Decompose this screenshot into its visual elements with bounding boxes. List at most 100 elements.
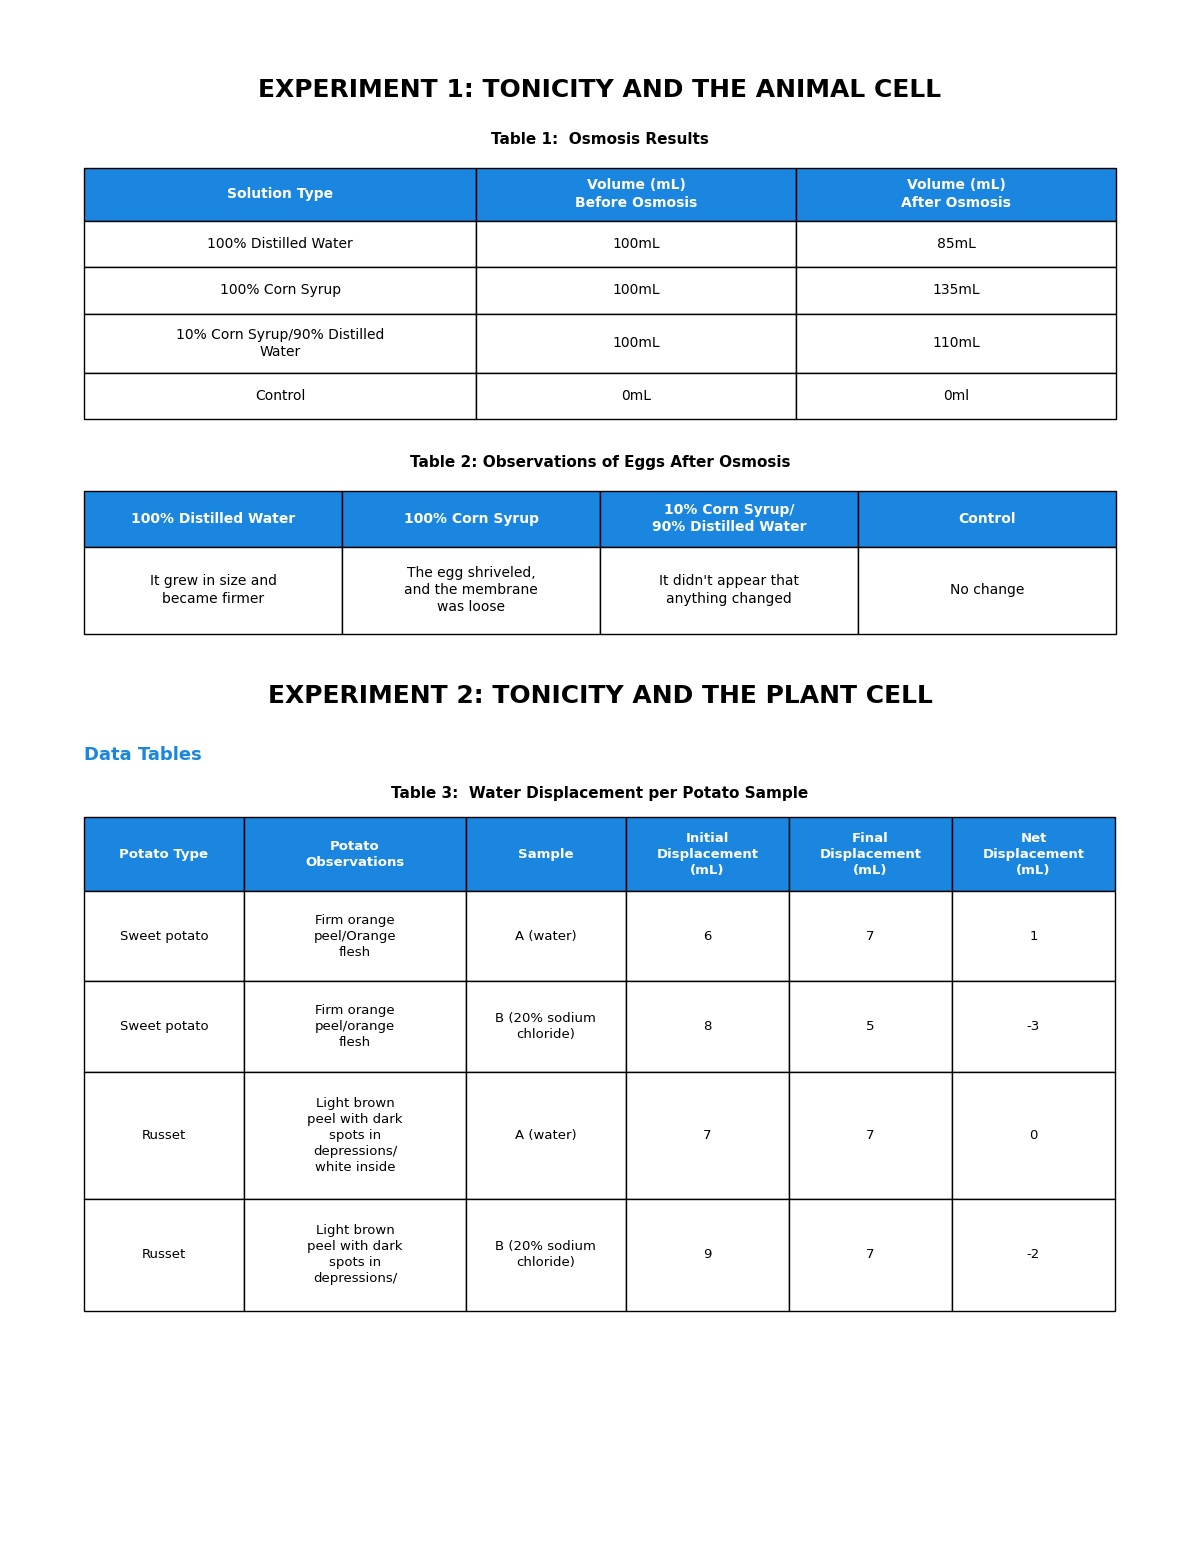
Bar — [84, 267, 476, 314]
Text: Russet: Russet — [142, 1129, 186, 1141]
Bar — [858, 547, 1116, 634]
Text: 100mL: 100mL — [612, 335, 660, 351]
Text: Volume (mL)
After Osmosis: Volume (mL) After Osmosis — [901, 179, 1010, 210]
Bar — [466, 1072, 626, 1199]
Bar — [858, 491, 1116, 547]
Bar — [342, 491, 600, 547]
Bar — [84, 547, 342, 634]
Bar — [244, 1199, 466, 1311]
Bar — [84, 1072, 244, 1199]
Bar — [600, 491, 858, 547]
Text: 5: 5 — [866, 1020, 875, 1033]
Text: Firm orange
peel/orange
flesh: Firm orange peel/orange flesh — [314, 1005, 395, 1048]
Bar — [466, 891, 626, 981]
Text: Sweet potato: Sweet potato — [120, 930, 209, 943]
Bar — [626, 817, 788, 891]
Bar — [244, 891, 466, 981]
Text: 9: 9 — [703, 1249, 712, 1261]
Bar — [476, 314, 796, 373]
Bar — [244, 1072, 466, 1199]
Bar — [952, 1072, 1115, 1199]
Text: It grew in size and
became firmer: It grew in size and became firmer — [150, 575, 276, 606]
Text: 135mL: 135mL — [932, 283, 980, 298]
Text: Light brown
peel with dark
spots in
depressions/: Light brown peel with dark spots in depr… — [307, 1224, 403, 1286]
Text: 85mL: 85mL — [937, 236, 976, 252]
Bar — [796, 168, 1116, 221]
Text: -2: -2 — [1027, 1249, 1040, 1261]
Text: 7: 7 — [866, 930, 875, 943]
Text: B (20% sodium
chloride): B (20% sodium chloride) — [496, 1241, 596, 1269]
Bar — [84, 314, 476, 373]
Text: 100mL: 100mL — [612, 236, 660, 252]
Bar — [626, 891, 788, 981]
Bar — [342, 547, 600, 634]
Bar — [244, 981, 466, 1072]
Bar — [952, 1199, 1115, 1311]
Bar — [796, 267, 1116, 314]
Text: 8: 8 — [703, 1020, 712, 1033]
Text: 100% Corn Syrup: 100% Corn Syrup — [220, 283, 341, 298]
Text: It didn't appear that
anything changed: It didn't appear that anything changed — [659, 575, 799, 606]
Bar — [244, 817, 466, 891]
Bar — [626, 981, 788, 1072]
Text: Table 1:  Osmosis Results: Table 1: Osmosis Results — [491, 132, 709, 148]
Bar — [626, 1072, 788, 1199]
Bar — [788, 891, 952, 981]
Bar — [952, 981, 1115, 1072]
Bar — [788, 1199, 952, 1311]
Bar — [796, 373, 1116, 419]
Text: 0: 0 — [1030, 1129, 1038, 1141]
Text: Russet: Russet — [142, 1249, 186, 1261]
Bar — [626, 1199, 788, 1311]
Text: Final
Displacement
(mL): Final Displacement (mL) — [820, 832, 922, 876]
Text: A (water): A (water) — [515, 1129, 577, 1141]
Text: 0mL: 0mL — [622, 388, 652, 404]
Bar — [476, 168, 796, 221]
Text: Data Tables: Data Tables — [84, 745, 202, 764]
Text: Sample: Sample — [518, 848, 574, 860]
Text: No change: No change — [950, 582, 1024, 598]
Bar — [788, 981, 952, 1072]
Text: 1: 1 — [1030, 930, 1038, 943]
Text: Sweet potato: Sweet potato — [120, 1020, 209, 1033]
Bar — [84, 491, 342, 547]
Bar — [788, 1072, 952, 1199]
Text: -3: -3 — [1027, 1020, 1040, 1033]
Text: The egg shriveled,
and the membrane
was loose: The egg shriveled, and the membrane was … — [404, 565, 538, 615]
Bar — [796, 314, 1116, 373]
Text: Light brown
peel with dark
spots in
depressions/
white inside: Light brown peel with dark spots in depr… — [307, 1096, 403, 1174]
Text: 110mL: 110mL — [932, 335, 980, 351]
Text: Net
Displacement
(mL): Net Displacement (mL) — [983, 832, 1085, 876]
Text: 7: 7 — [703, 1129, 712, 1141]
Text: 10% Corn Syrup/90% Distilled
Water: 10% Corn Syrup/90% Distilled Water — [176, 328, 384, 359]
Bar — [84, 1199, 244, 1311]
Bar — [476, 221, 796, 267]
Bar — [796, 221, 1116, 267]
Bar — [466, 1199, 626, 1311]
Bar — [788, 817, 952, 891]
Bar — [466, 981, 626, 1072]
Text: A (water): A (water) — [515, 930, 577, 943]
Text: Volume (mL)
Before Osmosis: Volume (mL) Before Osmosis — [575, 179, 697, 210]
Bar — [476, 373, 796, 419]
Bar — [84, 168, 476, 221]
Bar — [84, 817, 244, 891]
Bar — [466, 817, 626, 891]
Text: Solution Type: Solution Type — [227, 186, 334, 202]
Bar — [84, 373, 476, 419]
Text: EXPERIMENT 1: TONICITY AND THE ANIMAL CELL: EXPERIMENT 1: TONICITY AND THE ANIMAL CE… — [258, 78, 942, 102]
Text: 7: 7 — [866, 1129, 875, 1141]
Bar — [600, 547, 858, 634]
Text: Table 3:  Water Displacement per Potato Sample: Table 3: Water Displacement per Potato S… — [391, 786, 809, 801]
Text: Firm orange
peel/Orange
flesh: Firm orange peel/Orange flesh — [313, 915, 396, 958]
Bar — [84, 981, 244, 1072]
Text: Potato
Observations: Potato Observations — [305, 840, 404, 868]
Text: 7: 7 — [866, 1249, 875, 1261]
Text: B (20% sodium
chloride): B (20% sodium chloride) — [496, 1013, 596, 1041]
Text: 0ml: 0ml — [943, 388, 970, 404]
Text: Initial
Displacement
(mL): Initial Displacement (mL) — [656, 832, 758, 876]
Text: Table 2: Observations of Eggs After Osmosis: Table 2: Observations of Eggs After Osmo… — [409, 455, 791, 471]
Text: Potato Type: Potato Type — [120, 848, 209, 860]
Text: 100% Distilled Water: 100% Distilled Water — [208, 236, 353, 252]
Bar — [476, 267, 796, 314]
